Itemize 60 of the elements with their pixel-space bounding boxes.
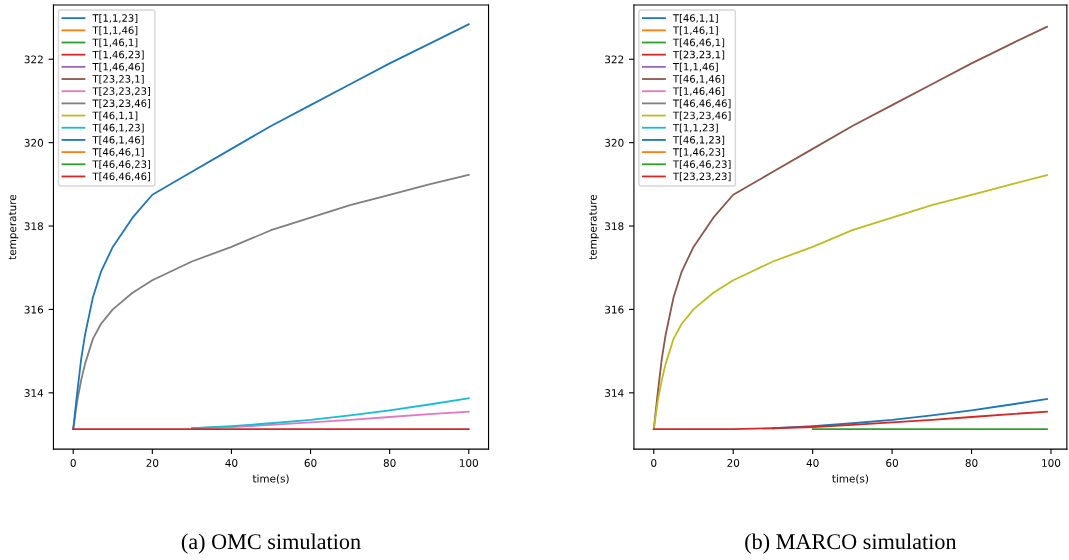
legend-label: T[23,23,46] bbox=[92, 99, 151, 109]
legend-label: T[23,23,1] bbox=[92, 74, 144, 84]
y-tick-label: 322 bbox=[24, 55, 43, 64]
y-axis-title: temperature bbox=[589, 194, 599, 260]
legend-label: T[46,1,46] bbox=[92, 135, 144, 145]
legend-label: T[46,46,46] bbox=[672, 99, 731, 109]
legend-label: T[46,46,23] bbox=[92, 160, 151, 170]
line-series bbox=[72, 23, 470, 431]
legend-label: T[46,1,1] bbox=[92, 111, 138, 121]
text: (a) OMC simulation bbox=[181, 533, 361, 554]
y-tick-label: 318 bbox=[24, 222, 44, 231]
x-tick-label: 100 bbox=[459, 459, 479, 467]
x-tick-label: 60 bbox=[886, 459, 899, 467]
line-series bbox=[652, 410, 1048, 431]
legend-label: T[1,1,46] bbox=[672, 62, 718, 72]
legend-label: T[46,1,23] bbox=[92, 123, 144, 133]
legend-label: T[46,1,46] bbox=[672, 74, 725, 84]
x-tick-label: 20 bbox=[727, 459, 740, 467]
x-tick-label: 0 bbox=[651, 459, 657, 467]
y-tick-label: 316 bbox=[605, 305, 624, 314]
x-axis-title: time(s) bbox=[252, 474, 289, 484]
x-tick-label: 20 bbox=[146, 459, 159, 467]
x-tick-label: 100 bbox=[1042, 459, 1061, 467]
legend-label: T[1,46,1] bbox=[672, 26, 718, 36]
y-tick-label: 314 bbox=[24, 389, 44, 397]
legend-label: T[46,46,46] bbox=[92, 172, 151, 182]
legend-label: T[1,46,23] bbox=[92, 50, 144, 60]
y-tick-label: 316 bbox=[24, 305, 44, 314]
legend-label: T[46,46,1] bbox=[672, 38, 725, 48]
x-tick-label: 0 bbox=[70, 459, 76, 467]
x-axis-title: time(s) bbox=[832, 474, 869, 484]
x-tick-label: 40 bbox=[225, 459, 238, 467]
x-tick-label: 80 bbox=[383, 459, 396, 467]
legend-label: T[46,46,1] bbox=[92, 148, 144, 157]
legend-label: T[1,1,23] bbox=[672, 123, 718, 133]
legend-label: T[1,46,23] bbox=[672, 148, 725, 157]
line-series bbox=[190, 397, 470, 430]
legend-label: T[23,23,23] bbox=[672, 172, 731, 182]
text: (b) MARCO simulation bbox=[745, 533, 957, 554]
x-tick-label: 60 bbox=[304, 459, 317, 467]
y-tick-label: 322 bbox=[605, 55, 624, 64]
y-tick-label: 320 bbox=[605, 138, 624, 147]
x-tick-label: 40 bbox=[806, 459, 819, 467]
y-tick-label: 314 bbox=[605, 389, 624, 397]
legend-label: T[1,46,1] bbox=[92, 38, 138, 48]
y-axis-title: temperature bbox=[8, 194, 19, 260]
x-tick-label: 80 bbox=[965, 459, 978, 467]
y-tick-label: 318 bbox=[605, 222, 624, 231]
line-series bbox=[652, 174, 1048, 431]
legend-label: T[23,23,46] bbox=[672, 111, 731, 121]
legend-label: T[1,46,46] bbox=[92, 62, 144, 72]
legend-label: T[46,1,1] bbox=[672, 14, 718, 23]
legend-label: T[46,1,23] bbox=[672, 135, 725, 145]
legend-label: T[1,46,46] bbox=[672, 87, 725, 97]
legend-label: T[1,1,46] bbox=[92, 26, 138, 36]
legend-label: T[1,1,23] bbox=[92, 14, 138, 23]
legend-label: T[46,46,23] bbox=[672, 160, 731, 170]
legend-label: T[23,23,1] bbox=[672, 50, 725, 60]
legend-label: T[23,23,23] bbox=[92, 87, 151, 97]
y-tick-label: 320 bbox=[24, 138, 44, 147]
